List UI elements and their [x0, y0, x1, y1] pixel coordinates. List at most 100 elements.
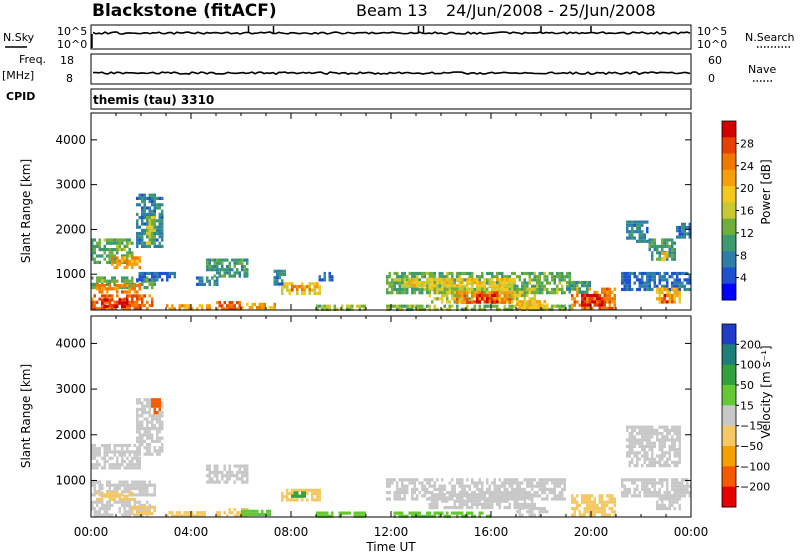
- velocity-cell: [653, 494, 656, 498]
- power-cell: [161, 235, 164, 239]
- velocity-cell: [128, 493, 131, 497]
- velocity-cell: [128, 491, 131, 495]
- velocity-cell: [648, 464, 651, 468]
- velocity-cell: [401, 478, 404, 482]
- velocity-cell: [133, 456, 136, 460]
- velocity-cell: [256, 512, 259, 517]
- velocity-cell: [466, 511, 469, 515]
- velocity-cell: [661, 500, 664, 504]
- power-cell: [386, 291, 389, 295]
- power-cell: [213, 261, 216, 265]
- power-cell: [93, 294, 96, 298]
- velocity-cell: [393, 514, 396, 518]
- velocity-cell: [556, 494, 559, 498]
- velocity-cell: [598, 497, 601, 501]
- power-cell: [231, 304, 234, 308]
- power-cell: [243, 274, 246, 278]
- power-cell: [141, 297, 144, 301]
- velocity-cell: [483, 493, 486, 497]
- velocity-cell: [138, 459, 141, 464]
- velocity-cell: [481, 511, 484, 515]
- power-cell: [441, 287, 444, 291]
- power-cell: [233, 264, 236, 269]
- power-cell: [161, 271, 164, 276]
- velocity-cell: [108, 450, 111, 454]
- power-cell: [218, 268, 221, 272]
- velocity-cell: [143, 512, 146, 516]
- velocity-cell: [398, 511, 401, 515]
- power-cell: [141, 232, 144, 236]
- power-cell: [678, 225, 681, 230]
- velocity-cell: [93, 510, 96, 514]
- power-cell: [628, 284, 631, 288]
- velocity-cell: [656, 460, 659, 464]
- velocity-cell: [388, 478, 391, 482]
- velocity-cell: [138, 433, 141, 437]
- power-cell: [138, 216, 141, 220]
- velocity-cell: [686, 484, 689, 488]
- power-cell: [551, 278, 554, 282]
- power-cell: [223, 274, 226, 278]
- power-cell: [536, 291, 539, 295]
- velocity-cell: [131, 450, 134, 454]
- velocity-cell: [136, 483, 139, 487]
- power-cell: [161, 203, 164, 207]
- velocity-cell: [228, 507, 231, 512]
- power-cell: [238, 261, 241, 265]
- velocity-cell: [93, 447, 96, 451]
- power-cell: [486, 304, 489, 308]
- power-cell: [216, 301, 219, 305]
- power-cell: [428, 287, 431, 291]
- velocity-cell: [578, 510, 581, 514]
- power-cell: [156, 225, 159, 229]
- power-cell: [581, 284, 584, 288]
- power-cell: [578, 303, 581, 307]
- power-cell: [108, 254, 111, 258]
- velocity-cell: [138, 510, 141, 514]
- velocity-cell: [436, 478, 439, 482]
- velocity-cell: [118, 510, 121, 514]
- power-cell: [463, 294, 466, 298]
- power-cell: [146, 244, 149, 248]
- power-cell: [113, 282, 116, 286]
- velocity-cell: [423, 478, 426, 482]
- power-cell: [631, 287, 634, 292]
- velocity-cell: [138, 436, 141, 440]
- velocity-cell: [396, 491, 399, 495]
- velocity-cell: [471, 481, 474, 485]
- velocity-cell: [138, 398, 141, 402]
- power-cell: [471, 284, 474, 288]
- power-cell: [573, 303, 576, 307]
- velocity-cell: [556, 481, 559, 485]
- velocity-cell: [118, 497, 121, 501]
- velocity-cell: [153, 508, 156, 512]
- power-cell: [496, 300, 499, 304]
- velocity-cell: [128, 453, 131, 457]
- x-tick-label: 20:00: [574, 525, 609, 539]
- nave-label: Nave: [748, 63, 776, 76]
- power-cell: [671, 281, 674, 285]
- velocity-cell: [471, 511, 474, 515]
- velocity-cell: [678, 435, 681, 439]
- velocity-cell: [676, 432, 679, 436]
- velocity-cell: [613, 503, 616, 507]
- power-cell: [121, 276, 124, 280]
- velocity-cell: [111, 450, 114, 454]
- velocity-cell: [661, 494, 664, 498]
- power-cell: [408, 271, 411, 276]
- velocity-cell: [241, 480, 244, 484]
- velocity-cell: [658, 487, 661, 491]
- power-cell: [488, 304, 491, 308]
- power-cell: [136, 212, 139, 216]
- power-cell: [471, 307, 474, 311]
- velocity-cell: [651, 491, 654, 495]
- power-cell: [666, 257, 669, 261]
- power-cell: [638, 278, 641, 282]
- velocity-cell: [126, 466, 129, 470]
- velocity-cell: [146, 423, 149, 427]
- velocity-cell: [673, 500, 676, 504]
- power-cell: [418, 284, 421, 288]
- power-cell: [448, 281, 451, 285]
- velocity-colorbar-tick-label: 50: [740, 379, 754, 392]
